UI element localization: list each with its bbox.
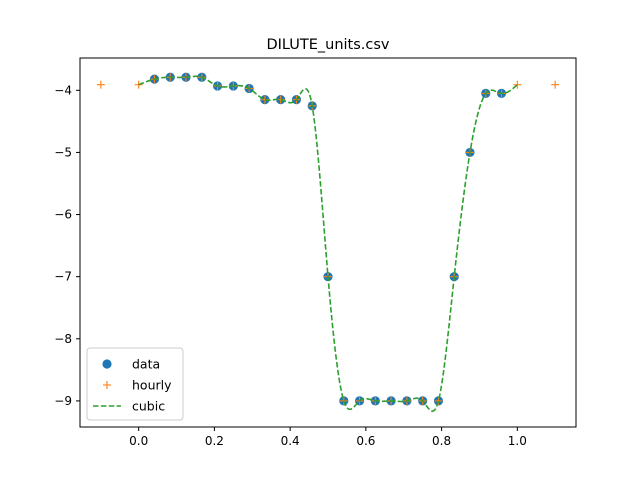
x-tick-label: 0.2: [205, 434, 224, 448]
plot-area: [96, 72, 560, 412]
hourly-point: [513, 80, 522, 89]
legend-data-marker: [102, 359, 112, 369]
legend: data hourly cubic: [86, 347, 184, 421]
axes-frame: [79, 57, 577, 428]
x-axis: 0.0 0.2 0.4 0.6 0.8 1.0: [129, 427, 527, 448]
hourly-point: [96, 80, 105, 89]
x-tick-label: 1.0: [508, 434, 527, 448]
legend-label-hourly: hourly: [132, 378, 172, 393]
x-tick-label: 0.0: [129, 434, 148, 448]
x-tick-label: 0.4: [281, 434, 300, 448]
cubic-line: [138, 75, 518, 412]
y-tick-label: −8: [54, 332, 72, 346]
legend-hourly-marker: [103, 381, 111, 389]
x-tick-label: 0.8: [432, 434, 451, 448]
chart-title: DILUTE_units.csv: [266, 37, 389, 53]
x-tick-label: 0.6: [356, 434, 375, 448]
y-tick-label: −5: [54, 145, 72, 159]
hourly-point: [551, 80, 560, 89]
legend-label-data: data: [132, 357, 160, 372]
y-tick-label: −7: [54, 270, 72, 284]
legend-label-cubic: cubic: [132, 399, 165, 414]
y-tick-label: −4: [54, 83, 72, 97]
hourly-point: [134, 80, 143, 89]
y-axis: −4 −5 −6 −7 −8 −9: [54, 83, 80, 408]
y-tick-label: −9: [54, 394, 72, 408]
y-tick-label: −6: [54, 208, 72, 222]
